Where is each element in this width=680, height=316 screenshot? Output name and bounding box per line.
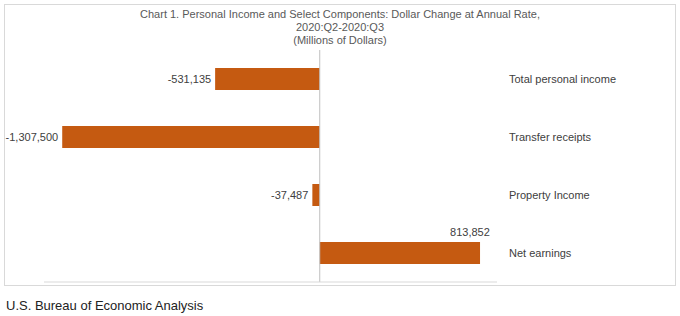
svg-text:813,852: 813,852 — [450, 226, 490, 238]
svg-text:-531,135: -531,135 — [168, 73, 211, 85]
html-text:Chart 1. Personal Income and S: Chart 1. Personal Income and Select Comp… — [140, 8, 540, 20]
svg-text:-1,307,500: -1,307,500 — [8, 131, 58, 143]
html-text:(Millions of Dollars): (Millions of Dollars) — [293, 34, 387, 46]
svg-text:Total personal income: Total personal income — [509, 73, 616, 85]
html-text:2020:Q2-2020:Q3: 2020:Q2-2020:Q3 — [296, 21, 384, 33]
html-text:U.S. Bureau of Economic Analys: U.S. Bureau of Economic Analysis — [6, 298, 204, 313]
svg-text:Transfer receipts: Transfer receipts — [509, 131, 592, 143]
svg-text:-37,487: -37,487 — [271, 189, 308, 201]
svg-text:Net earnings: Net earnings — [509, 247, 572, 259]
svg-text:Property Income: Property Income — [509, 189, 590, 201]
